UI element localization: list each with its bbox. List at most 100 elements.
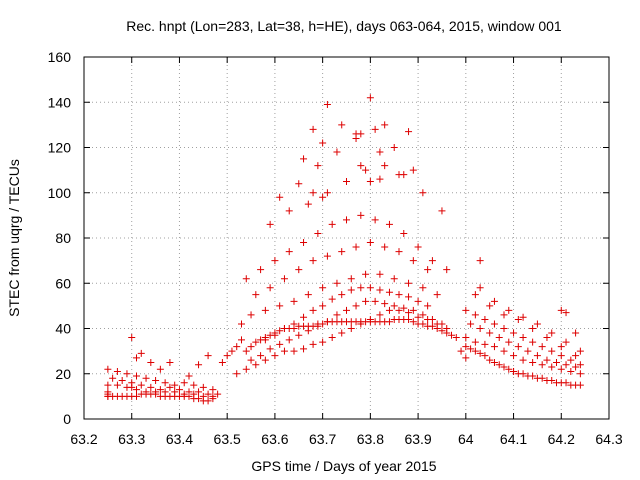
data-point: [133, 372, 140, 380]
data-point: [428, 257, 436, 265]
data-point: [414, 243, 422, 251]
x-tick-label: 64: [458, 431, 474, 447]
data-point: [104, 381, 112, 389]
data-point: [195, 395, 203, 403]
data-point: [142, 388, 150, 396]
data-point: [481, 340, 489, 348]
data-point: [309, 125, 317, 133]
data-point: [414, 297, 422, 305]
data-point: [209, 386, 217, 394]
x-tick-label: 64.3: [595, 431, 622, 447]
data-point: [161, 379, 169, 387]
data-point: [133, 392, 140, 400]
data-point: [319, 284, 327, 292]
data-point: [462, 354, 470, 362]
data-point: [314, 229, 322, 237]
data-point: [271, 352, 279, 360]
data-point: [352, 302, 360, 310]
data-point: [252, 361, 260, 369]
data-point: [424, 266, 432, 274]
grid: [84, 57, 609, 419]
data-point: [471, 311, 479, 319]
data-point: [137, 349, 145, 357]
data-point: [562, 361, 570, 369]
x-tick-label: 64.1: [500, 431, 527, 447]
data-point: [280, 347, 288, 355]
data-point: [414, 313, 422, 321]
data-point: [409, 318, 417, 326]
data-point: [180, 379, 188, 387]
data-point: [247, 311, 255, 319]
data-point: [319, 302, 327, 310]
data-point: [247, 343, 255, 351]
x-tick-label: 63.8: [357, 431, 384, 447]
data-point: [538, 374, 546, 382]
data-point: [438, 320, 446, 328]
data-point: [323, 101, 331, 109]
data-point: [319, 338, 327, 346]
data-point: [166, 383, 174, 391]
data-point: [113, 367, 121, 375]
data-point: [233, 343, 241, 351]
data-point: [109, 374, 117, 382]
data-point: [548, 377, 556, 385]
data-point: [462, 334, 470, 342]
data-point: [113, 381, 121, 389]
data-point: [433, 291, 441, 299]
data-point: [338, 248, 346, 256]
data-point: [562, 379, 570, 387]
data-point: [557, 365, 565, 373]
y-tick-label: 40: [55, 321, 71, 337]
data-point: [371, 216, 379, 224]
data-point: [238, 336, 245, 344]
data-point: [285, 207, 293, 215]
data-point: [548, 347, 556, 355]
data-point: [338, 121, 346, 129]
data-point: [405, 315, 413, 323]
x-tick-label: 63.4: [166, 431, 193, 447]
data-point: [438, 207, 446, 215]
data-point: [471, 338, 479, 346]
data-point: [338, 329, 346, 337]
data-point: [304, 327, 312, 335]
data-point: [261, 306, 269, 314]
data-point: [381, 162, 389, 170]
data-point: [295, 331, 303, 339]
data-point: [495, 334, 503, 342]
data-point: [204, 390, 212, 398]
data-point: [405, 293, 413, 301]
data-point: [266, 284, 274, 292]
y-tick-label: 120: [48, 140, 72, 156]
data-point: [557, 352, 565, 360]
data-point: [576, 381, 584, 389]
data-point: [476, 325, 484, 332]
y-tick-labels: 0 20 40 60 80 100 120 140 160: [48, 49, 72, 427]
data-point: [252, 338, 260, 346]
data-point: [428, 322, 436, 330]
data-point: [553, 358, 560, 366]
data-point: [457, 347, 465, 355]
data-point: [452, 334, 460, 342]
data-point: [171, 381, 179, 389]
data-points: [104, 94, 584, 405]
data-point: [419, 284, 427, 292]
data-point: [510, 352, 518, 360]
data-point: [195, 361, 203, 369]
data-point: [514, 315, 522, 323]
data-point: [309, 189, 317, 197]
data-point: [333, 148, 341, 156]
data-point: [572, 352, 580, 360]
data-point: [285, 248, 293, 256]
data-point: [424, 302, 432, 310]
data-point: [333, 279, 341, 287]
data-point: [362, 166, 370, 174]
data-point: [352, 130, 360, 138]
data-point: [476, 257, 484, 265]
data-point: [218, 358, 226, 366]
data-point: [576, 347, 584, 355]
data-point: [238, 320, 245, 328]
data-point: [409, 306, 417, 314]
data-point: [548, 329, 556, 337]
data-point: [323, 318, 331, 326]
data-point: [261, 336, 269, 344]
